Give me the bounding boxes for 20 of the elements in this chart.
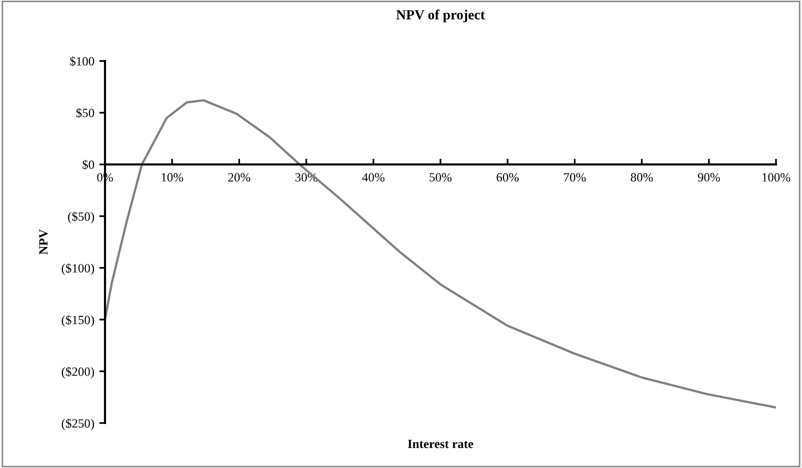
x-tick-label: 80% — [630, 173, 653, 182]
chart-title: NPV of project — [396, 10, 485, 22]
y-tick-label: ($250) — [62, 418, 94, 430]
x-tick-label: 100% — [762, 173, 790, 182]
y-tick-label: ($100) — [62, 263, 94, 276]
y-tick-label: ($200) — [62, 366, 94, 378]
y-tick-label: $100 — [70, 56, 94, 66]
y-tick-label: $0 — [82, 160, 94, 170]
x-tick-label: 10% — [162, 173, 184, 182]
y-tick-label: $50 — [76, 108, 94, 118]
y-tick-label: ($50) — [68, 212, 94, 224]
x-tick-label: 70% — [564, 173, 586, 182]
x-tick-label: 60% — [496, 173, 519, 182]
x-tick-label: 40% — [362, 173, 384, 182]
y-tick-label: ($150) — [62, 315, 94, 327]
y-axis-title: NPV — [39, 229, 48, 255]
x-tick-label: 50% — [430, 173, 452, 182]
x-tick-label: 20% — [228, 173, 250, 182]
x-tick-label: 90% — [698, 173, 720, 182]
x-axis-title: Interest rate — [408, 440, 474, 448]
